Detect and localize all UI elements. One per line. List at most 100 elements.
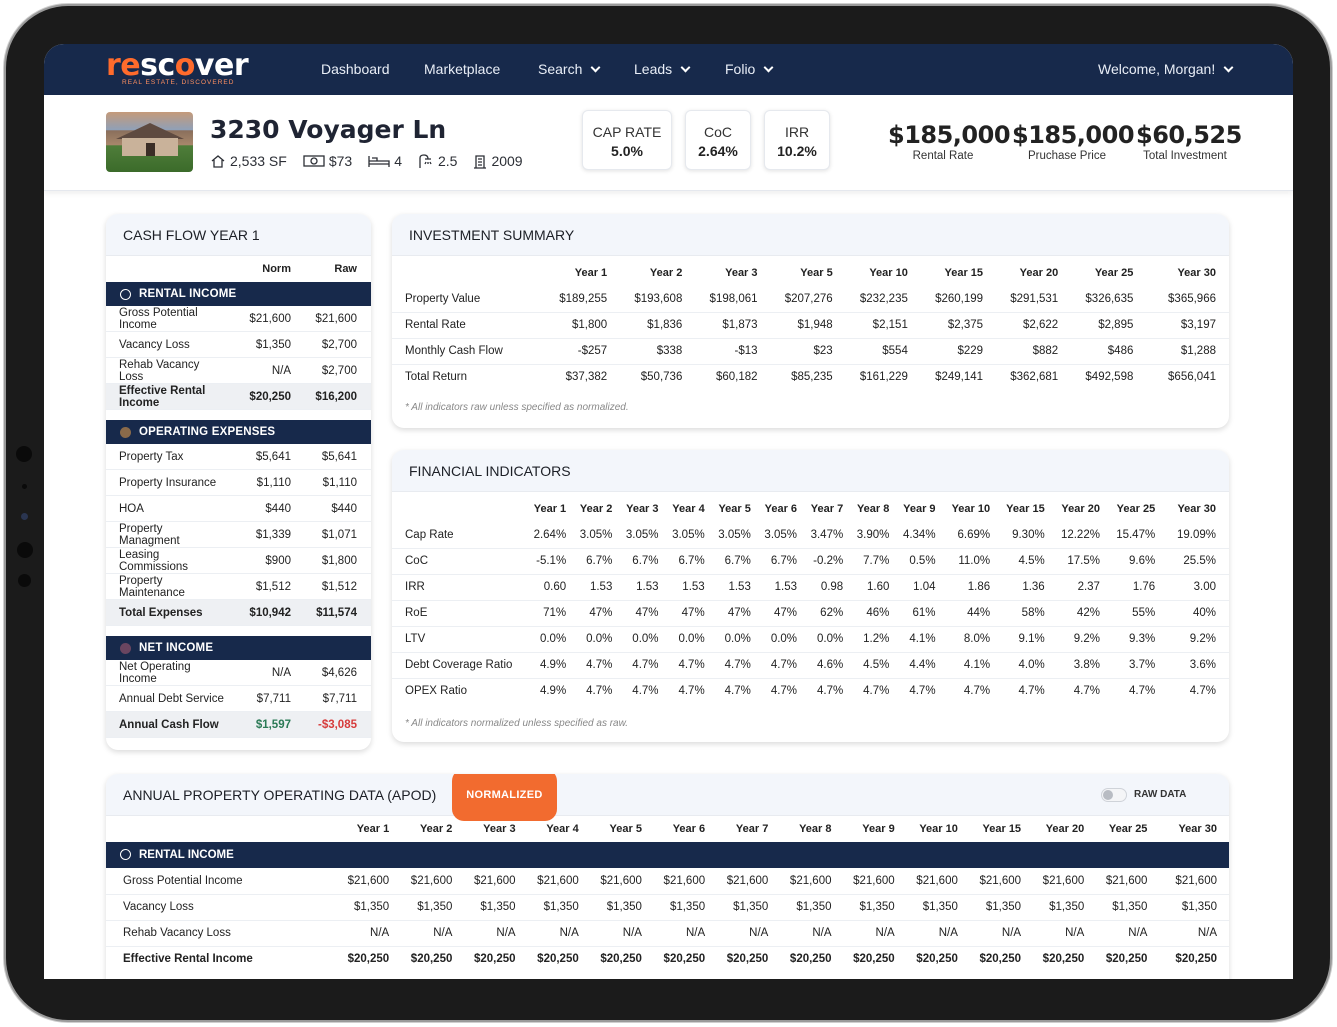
cell-value: $1,350 — [831, 894, 895, 921]
cash-flow-row: Annual Debt Service $7,711 $7,711 — [106, 686, 371, 712]
nav-marketplace[interactable]: Marketplace — [424, 61, 501, 77]
chevron-down-icon — [590, 62, 601, 72]
cell-value: $21,600 — [1147, 868, 1229, 895]
row-label: Total Return — [405, 371, 468, 384]
cell-value: 3.05% — [566, 522, 613, 549]
year-header: Year 20 — [1019, 267, 1059, 279]
cell-value: $291,531 — [983, 286, 1059, 313]
cash-flow-row: Vacancy Loss $1,350 $2,700 — [106, 332, 371, 358]
cell-value: 1.76 — [1099, 574, 1156, 601]
header-spacer — [392, 496, 520, 522]
cell-value: 6.7% — [750, 548, 798, 575]
cell-value: N/A — [389, 920, 453, 947]
money-icon — [303, 155, 325, 167]
cell-value: 1.53 — [750, 574, 798, 601]
cell-value: $232,235 — [832, 286, 908, 313]
cell-value: 47% — [658, 600, 705, 627]
cell-value: 46% — [843, 600, 890, 627]
nav-folio[interactable]: Folio — [725, 61, 774, 77]
cell-value: 47% — [704, 600, 751, 627]
table-row: IRR 0.60 1.53 1.53 1.53 1.53 1.53 0.98 1.60 1.04 1… — [392, 574, 1229, 601]
cell-value: 0.0% — [704, 626, 751, 653]
cell-value: $1,350 — [578, 894, 642, 921]
financial-indicators-note: * All indicators normalized unless speci… — [405, 718, 629, 729]
cell-value: 9.1% — [990, 626, 1045, 653]
raw-value: $2,700 — [321, 338, 357, 351]
year-header: Year 5 — [800, 267, 833, 279]
year-header: Year 2 — [579, 503, 613, 515]
cell-value: $189,255 — [532, 286, 608, 313]
year-header: Year 8 — [856, 503, 890, 515]
normalized-badge[interactable]: NORMALIZED — [452, 774, 557, 821]
nav-leads[interactable]: Leads — [634, 61, 691, 77]
cell-value: 3.47% — [797, 522, 844, 549]
cell-value: $338 — [607, 338, 683, 365]
nav-dashboard[interactable]: Dashboard — [321, 61, 390, 77]
cell-value: $20,250 — [789, 953, 832, 966]
table-row: Total Return $37,382 $50,736 $60,182 $85,235… — [392, 364, 1229, 390]
cell-value: 71% — [520, 600, 567, 627]
cell-value: 4.7% — [863, 685, 890, 698]
cash-flow-row: HOA $440 $440 — [106, 496, 371, 522]
header-spacer — [392, 260, 532, 286]
property-photo[interactable] — [106, 112, 193, 172]
cell-value: 61% — [889, 600, 936, 627]
cell-value: $1,350 — [894, 894, 958, 921]
cell-value: $21,600 — [515, 868, 579, 895]
cell-value: $1,350 — [515, 894, 579, 921]
row-label: Rehab Vacancy Loss — [119, 358, 200, 383]
cell-value: 4.7% — [909, 685, 936, 698]
sensor-dot — [16, 446, 32, 462]
table-row: Rental Rate $1,800 $1,836 $1,873 $1,948 $2,15… — [392, 312, 1229, 339]
cell-value: $1,350 — [326, 894, 390, 921]
building-icon — [474, 154, 487, 169]
cell-value: 4.5% — [990, 548, 1045, 575]
cell-value: $260,199 — [907, 286, 984, 313]
year-header: Year 25 — [1094, 267, 1134, 279]
cell-value: 0.0% — [658, 626, 705, 653]
raw-value: $5,641 — [321, 450, 357, 463]
metric-coc: CoC 2.64% — [685, 110, 751, 170]
cell-value: 1.2% — [843, 626, 890, 653]
year-header: Year 8 — [799, 823, 832, 835]
norm-value: $1,597 — [255, 718, 291, 731]
section-header: OPERATING EXPENSES — [106, 420, 371, 444]
cell-value: 40% — [1155, 600, 1229, 627]
year-header: Year 2 — [419, 823, 453, 835]
cell-value: 0.60 — [520, 574, 567, 601]
sensor-dot — [17, 542, 33, 558]
cell-value: 44% — [935, 600, 991, 627]
cell-value: 0.0% — [750, 626, 798, 653]
raw-value: $1,110 — [322, 476, 357, 489]
section-dot-icon — [120, 642, 131, 654]
cash-flow-title: CASH FLOW YEAR 1 — [106, 214, 371, 256]
year-header: Year 15 — [944, 267, 984, 279]
table-row: Cap Rate 2.64% 3.05% 3.05% 3.05% 3.05% 3.05% 3.… — [392, 522, 1229, 549]
table-row: OPEX Ratio 4.9% 4.7% 4.7% 4.7% 4.7% 4.7% 4.7% 4.… — [392, 678, 1229, 704]
table-row: Vacancy Loss $1,350 $1,350 $1,350 $1,350 $1,3… — [106, 894, 1229, 921]
cell-value: $1,288 — [1133, 338, 1229, 365]
logo[interactable]: rescover REAL ESTATE, DISCOVERED — [106, 50, 249, 87]
year-header: Year 5 — [609, 823, 642, 835]
year-header: Year 9 — [862, 823, 895, 835]
cell-value: $21,600 — [831, 868, 895, 895]
cell-value: 0.0% — [520, 626, 567, 653]
user-menu[interactable]: Welcome, Morgan! — [1098, 61, 1234, 77]
cell-value: $161,229 — [859, 371, 908, 384]
norm-value: $1,339 — [255, 528, 291, 541]
cell-value: 3.90% — [843, 522, 890, 549]
cell-value: 6.7% — [658, 548, 705, 575]
cell-value: 42% — [1044, 600, 1100, 627]
shower-icon — [419, 153, 432, 168]
cell-value: $198,061 — [682, 286, 758, 313]
spec-year-built: 2009 — [473, 153, 523, 169]
nav-search[interactable]: Search — [538, 61, 601, 77]
raw-data-toggle[interactable] — [1101, 788, 1127, 802]
cash-flow-row: Rehab Vacancy Loss N/A $2,700 — [106, 358, 371, 384]
norm-value: $7,711 — [256, 692, 291, 705]
spec-baths: 2.5 — [418, 153, 457, 169]
year-header: Year 1 — [356, 823, 390, 835]
apod-header: ANNUAL PROPERTY OPERATING DATA (APOD) NO… — [106, 774, 1229, 821]
section-header: RENTAL INCOME — [106, 282, 371, 306]
row-label: Annual Cash Flow — [119, 718, 219, 731]
